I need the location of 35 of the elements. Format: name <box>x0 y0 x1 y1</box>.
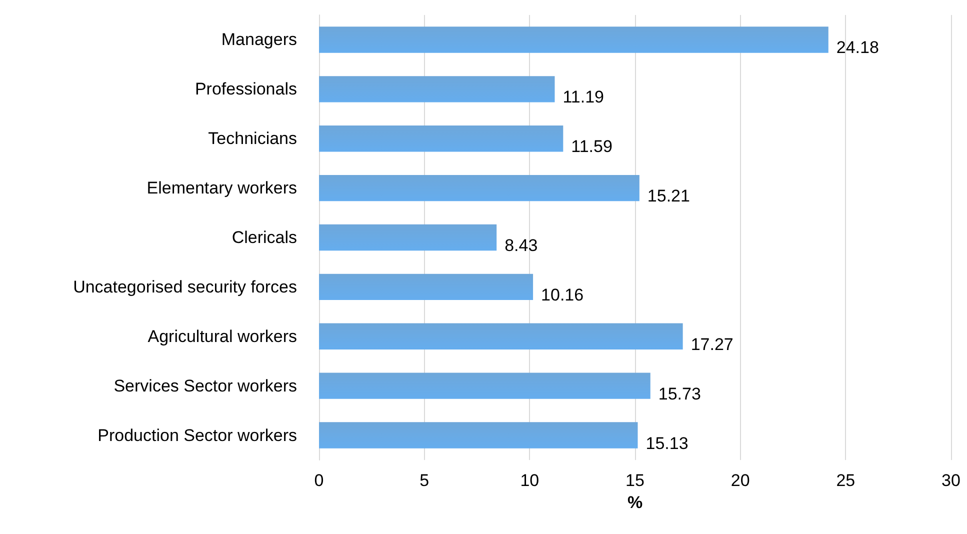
x-tick-label: 10 <box>520 471 540 490</box>
x-tick-label: 25 <box>836 471 856 490</box>
y-tick-label: Professionals <box>194 80 297 99</box>
data-label: 15.73 <box>658 384 701 404</box>
data-label: 8.43 <box>504 236 538 255</box>
y-tick-label: Production Sector workers <box>98 426 297 445</box>
y-tick-label: Uncategorised security forces <box>73 277 297 296</box>
data-label: 17.27 <box>690 334 734 354</box>
data-label: 10.16 <box>541 285 584 304</box>
y-tick-label: Technicians <box>208 129 297 148</box>
data-label: 24.18 <box>836 38 879 58</box>
y-tick-label: Agricultural workers <box>148 326 297 346</box>
x-tick-label: 20 <box>730 471 750 490</box>
bar <box>319 224 497 251</box>
bar <box>319 174 640 202</box>
x-tick-label: 15 <box>626 471 644 490</box>
y-tick-label: Elementary workers <box>146 178 297 198</box>
x-tick-label: 5 <box>420 471 430 490</box>
bar <box>319 26 828 53</box>
bar <box>319 372 650 399</box>
y-tick-label: Clericals <box>232 228 297 247</box>
bar <box>319 76 555 102</box>
data-label: 11.19 <box>562 88 604 107</box>
y-tick-label: Services Sector workers <box>114 376 297 396</box>
data-label: 15.13 <box>646 434 688 453</box>
x-axis-title: % <box>627 493 643 512</box>
data-label: 11.59 <box>571 137 612 156</box>
y-tick-label: Managers <box>221 30 297 50</box>
bar <box>319 274 534 300</box>
bar <box>319 323 683 350</box>
bar <box>319 422 638 448</box>
bar <box>319 126 564 152</box>
x-tick-label: 0 <box>314 471 324 490</box>
data-label: 15.21 <box>647 186 690 206</box>
x-tick-label: 30 <box>942 471 960 490</box>
